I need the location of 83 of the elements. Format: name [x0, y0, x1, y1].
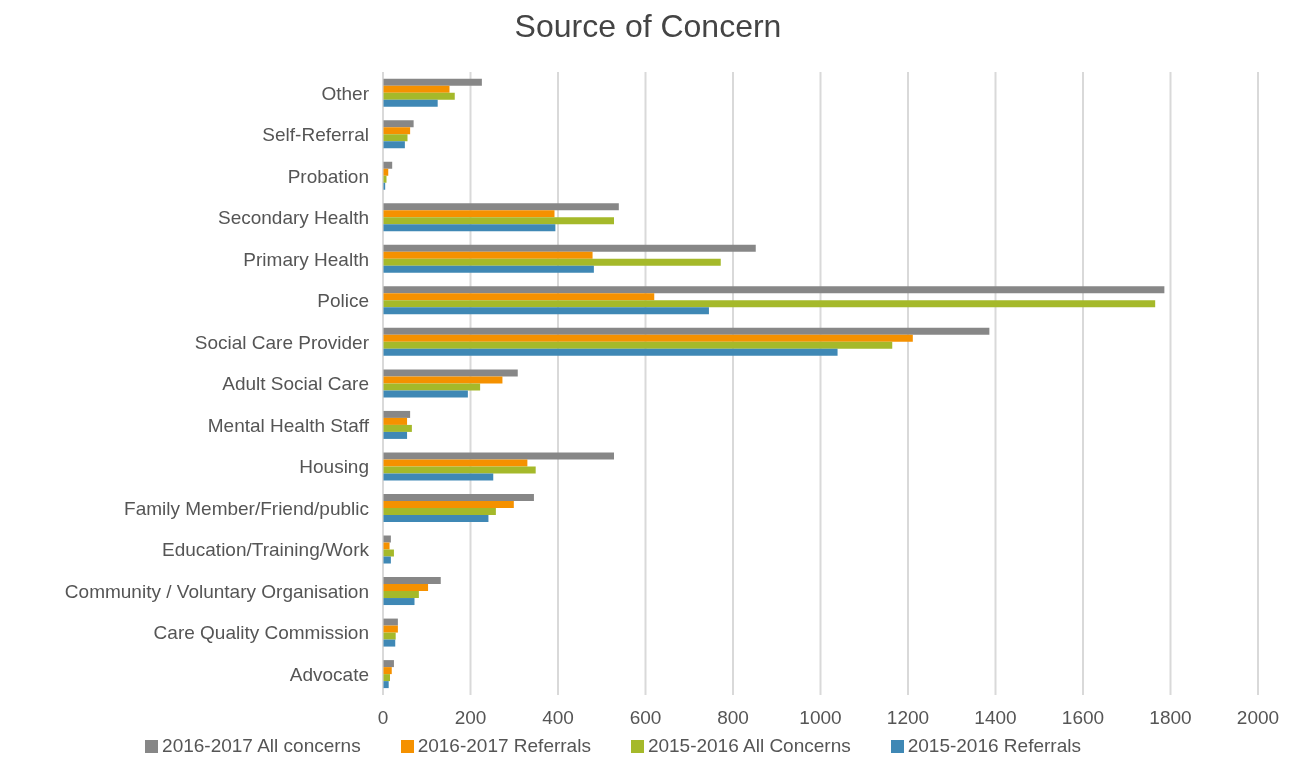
y-tick-label: Community / Voluntary Organisation	[64, 580, 369, 602]
x-tick-label: 600	[629, 707, 662, 729]
bar	[383, 598, 415, 606]
bar	[383, 286, 1165, 294]
bar	[383, 466, 536, 474]
bar	[383, 300, 1156, 308]
bar	[383, 92, 455, 100]
bar	[383, 667, 392, 675]
bar	[383, 424, 412, 432]
bar	[383, 258, 721, 266]
bar	[383, 334, 913, 342]
x-tick-label: 400	[542, 707, 574, 729]
bar	[383, 577, 441, 585]
bar	[383, 618, 398, 626]
x-tick-label: 1400	[974, 707, 1017, 729]
bar	[383, 390, 468, 398]
y-tick-label: Housing	[299, 456, 369, 478]
bar	[383, 591, 419, 599]
y-tick-label: Social Care Provider	[194, 331, 370, 353]
bar	[383, 383, 481, 391]
bar	[383, 500, 514, 508]
legend-label: 2015-2016 All Concerns	[647, 735, 851, 756]
bar	[383, 410, 411, 418]
bar	[383, 327, 990, 335]
y-tick-label: Probation	[287, 165, 369, 187]
y-tick-label: Advocate	[289, 663, 369, 685]
x-tick-label: 200	[454, 707, 487, 729]
y-tick-label: Secondary Health	[217, 207, 369, 229]
legend-label: 2015-2016 Referrals	[907, 735, 1081, 756]
bar	[383, 660, 394, 668]
bar	[383, 341, 893, 349]
bar	[383, 369, 518, 377]
bar	[383, 244, 756, 252]
bar	[383, 265, 594, 273]
bar	[383, 78, 482, 86]
bar	[383, 452, 614, 460]
bar	[383, 549, 394, 557]
bar	[383, 224, 556, 232]
y-tick-label: Education/Training/Work	[162, 539, 370, 561]
y-tick-label: Police	[317, 290, 369, 312]
bar	[383, 625, 398, 633]
bar	[383, 417, 408, 425]
bar	[383, 459, 528, 467]
bar	[383, 376, 503, 384]
bar	[383, 507, 496, 515]
bar	[383, 120, 414, 128]
bar	[383, 542, 390, 550]
bar	[383, 584, 429, 592]
y-tick-label: Self-Referral	[262, 124, 369, 146]
y-tick-label: Adult Social Care	[222, 373, 369, 395]
bar	[383, 473, 494, 481]
chart-title: Source of Concern	[513, 8, 783, 46]
bar	[383, 127, 411, 135]
bar	[383, 141, 405, 149]
x-tick-label: 1200	[886, 707, 930, 729]
legend-label: 2016-2017 All concerns	[162, 735, 361, 756]
bar	[383, 251, 593, 259]
bar	[383, 307, 709, 315]
x-tick-label: 1000	[799, 707, 842, 729]
y-tick-label: Family Member/Friend/public	[124, 497, 369, 519]
legend-label: 2016-2017 Referrals	[417, 735, 591, 756]
x-tick-label: 1600	[1061, 707, 1105, 729]
bar	[383, 85, 450, 93]
y-tick-label: Other	[321, 82, 370, 104]
bar	[383, 493, 534, 501]
y-tick-label: Mental Health Staff	[207, 414, 370, 436]
x-tick-label: 800	[717, 707, 749, 729]
bar	[383, 632, 396, 640]
x-tick-label: 2000	[1236, 707, 1280, 729]
bar	[383, 210, 555, 218]
x-tick-label: 0	[377, 707, 389, 729]
x-tick-label: 1800	[1149, 707, 1192, 729]
bar	[383, 99, 438, 107]
bar	[383, 217, 614, 225]
bar	[383, 293, 655, 301]
bar	[383, 514, 489, 522]
bar	[383, 203, 619, 211]
bar	[383, 639, 396, 647]
bar	[383, 348, 838, 356]
bar	[383, 134, 408, 142]
y-tick-label: Primary Health	[243, 248, 369, 270]
y-tick-label: Care Quality Commission	[153, 622, 369, 644]
bar	[383, 431, 408, 439]
